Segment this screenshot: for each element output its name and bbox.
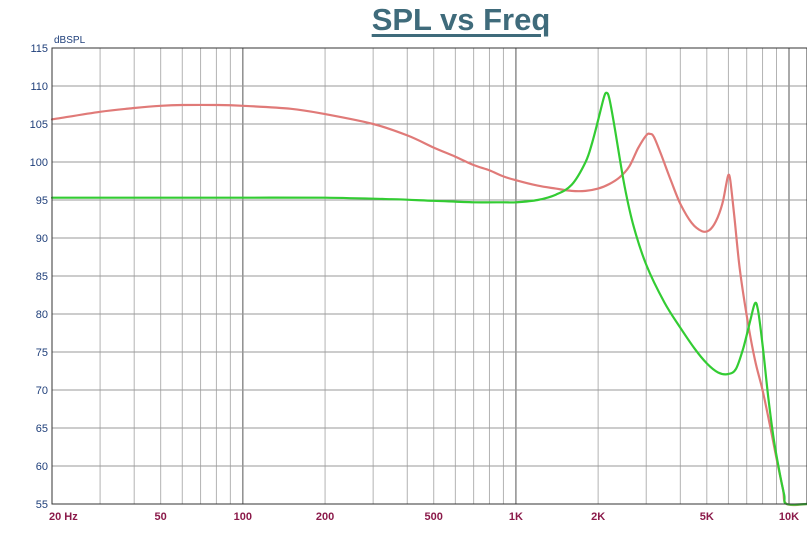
major-gridlines [52,48,807,504]
y-tick-labels: 115 110 105 100 95 90 85 80 75 70 65 60 55 [30,43,48,511]
x-tick-label: 5K [700,511,714,523]
chart-title: SPL vs Freq [371,2,551,37]
x-tick-label: 10K [779,511,799,523]
y-tick-label: 110 [30,81,48,93]
series-layer [50,91,807,507]
plot-frame [51,47,807,505]
y-tick-label: 75 [36,347,48,359]
y-tick-label: 115 [30,43,48,55]
y-tick-label: 60 [36,461,48,473]
x-tick-label: 200 [316,511,334,523]
x-tick-labels: 20 Hz 50 100 200 500 1K 2K 5K 10K [49,511,799,523]
x-tick-label: 2K [591,511,605,523]
y-tick-label: 105 [30,119,48,131]
y-tick-label: 85 [36,271,48,283]
x-tick-label: 100 [234,511,252,523]
y-tick-label: 100 [30,157,48,169]
series-line-1 [50,103,807,507]
y-tick-label: 55 [36,499,48,511]
x-tick-label: 50 [155,511,167,523]
y-axis-label: dBSPL [54,35,86,46]
y-tick-label: 70 [36,385,48,397]
y-tick-label: 90 [36,233,48,245]
y-tick-label: 65 [36,423,48,435]
x-tick-label: 500 [425,511,443,523]
x-tick-label: 1K [509,511,523,523]
x-tick-label: 20 Hz [49,511,78,523]
y-tick-label: 95 [36,195,48,207]
series-line-2 [50,91,807,506]
y-tick-label: 80 [36,309,48,321]
